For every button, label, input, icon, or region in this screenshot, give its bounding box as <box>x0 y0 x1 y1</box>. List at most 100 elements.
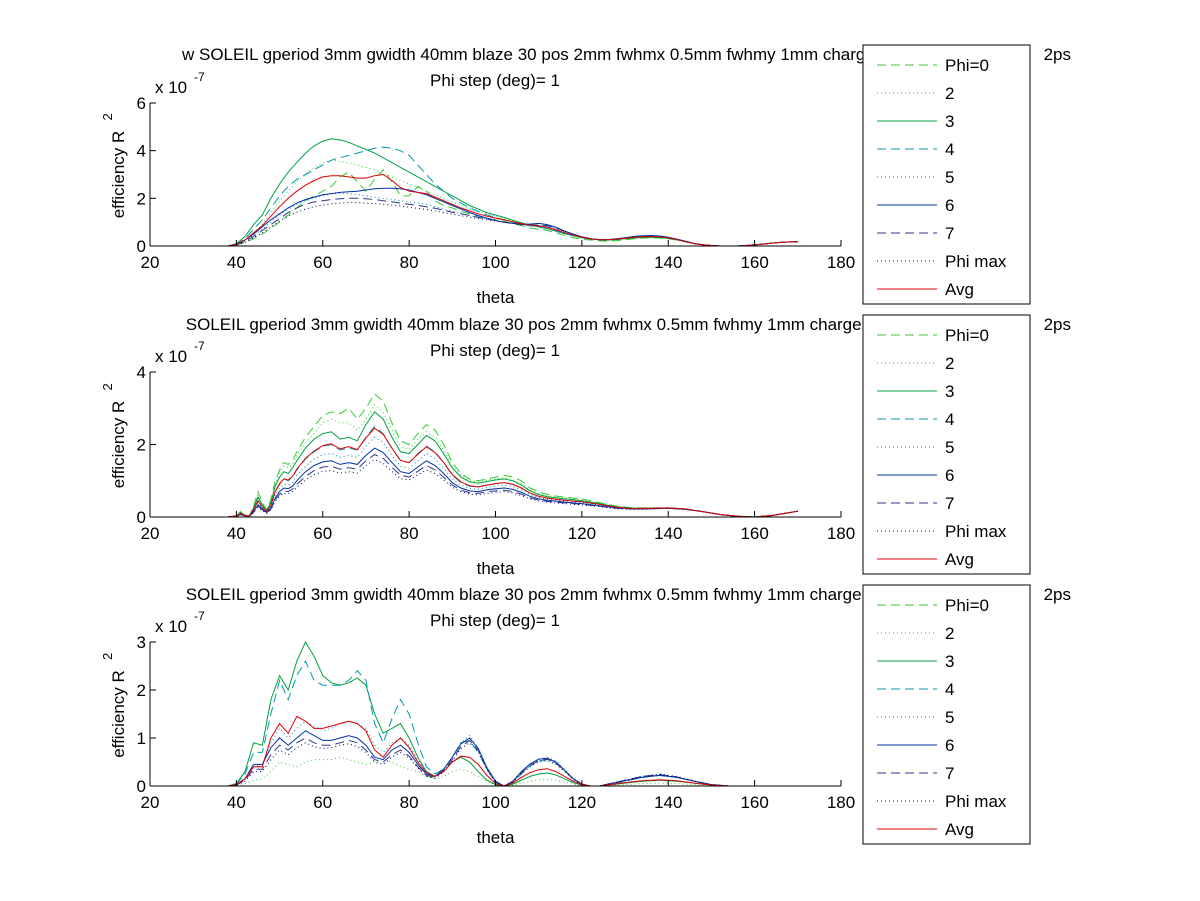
x-axis-label: theta <box>477 288 515 307</box>
legend-entry-label: 3 <box>945 112 954 131</box>
x-tick-label: 100 <box>481 253 509 272</box>
series-line-3 <box>193 640 798 787</box>
y-tick-label: 0 <box>137 777 146 796</box>
y-tick-label: 2 <box>137 436 146 455</box>
y-axis-label: efficiency R <box>109 401 128 489</box>
series-line-7 <box>193 454 798 518</box>
x-tick-label: 60 <box>313 524 332 543</box>
legend-entry-label: 2 <box>945 354 954 373</box>
legend: Phi=0 2 3 4 5 6 7 Phi max Avg <box>862 584 1031 845</box>
y-axis-label-superscript: 2 <box>100 383 115 390</box>
legend: Phi=0 2 3 4 5 6 7 Phi max Avg <box>862 44 1031 305</box>
x-tick-label: 160 <box>740 253 768 272</box>
series-line-3 <box>193 411 798 518</box>
y-tick-label: 0 <box>137 508 146 527</box>
x-tick-label: 60 <box>313 253 332 272</box>
x-tick-label: 20 <box>141 793 160 812</box>
legend-entry-label: 6 <box>945 196 954 215</box>
series-line-6 <box>193 187 798 247</box>
x-tick-label: 20 <box>141 253 160 272</box>
chart-title: SOLEIL gperiod 3mm gwidth 40mm blaze 30 … <box>186 315 885 334</box>
legend-entry-label: 7 <box>945 764 954 783</box>
y-exponent-label: x 10 <box>155 78 187 97</box>
x-tick-label: 180 <box>827 793 855 812</box>
legend-entry-label: 6 <box>945 736 954 755</box>
legend-entry-label: Avg <box>945 280 974 299</box>
x-tick-label: 80 <box>400 253 419 272</box>
legend-box <box>862 44 1031 305</box>
legend-entry-label: 6 <box>945 466 954 485</box>
series-line-4 <box>193 146 798 247</box>
series-lines <box>193 138 798 247</box>
series-lines <box>193 393 798 518</box>
y-exponent-superscript: -7 <box>194 70 205 84</box>
legend-box <box>862 584 1031 845</box>
series-line-6 <box>193 730 798 787</box>
legend-entry-label: Phi=0 <box>945 326 989 345</box>
y-axis-label: efficiency R <box>109 131 128 219</box>
chart-title: SOLEIL gperiod 3mm gwidth 40mm blaze 30 … <box>186 585 885 604</box>
legend-entry-label: Avg <box>945 820 974 839</box>
y-exponent-superscript: -7 <box>194 609 205 623</box>
legend-box <box>862 314 1031 575</box>
legend-entry-label: Phi max <box>945 792 1007 811</box>
series-line-1 <box>193 393 798 518</box>
legend-entry-label: 4 <box>945 680 954 699</box>
chart-panel-1: w SOLEIL gperiod 3mm gwidth 40mm blaze 3… <box>100 44 1071 307</box>
y-tick-label: 2 <box>137 681 146 700</box>
x-tick-label: 140 <box>654 793 682 812</box>
legend-entry-label: 5 <box>945 168 954 187</box>
legend-entry-label: 2 <box>945 84 954 103</box>
x-axis-label: theta <box>477 828 515 847</box>
y-axis-label: efficiency R <box>109 670 128 758</box>
legend-entry-label: 5 <box>945 438 954 457</box>
legend: Phi=0 2 3 4 5 6 7 Phi max Avg <box>862 314 1031 575</box>
x-tick-label: 40 <box>227 253 246 272</box>
y-tick-label: 4 <box>137 142 146 161</box>
chart-title-tail: 2ps <box>1044 45 1071 64</box>
chart-subtitle: Phi step (deg)= 1 <box>430 611 560 630</box>
x-tick-label: 180 <box>827 524 855 543</box>
series-line-1 <box>193 168 798 247</box>
x-tick-label: 160 <box>740 524 768 543</box>
legend-entry-label: Phi max <box>945 252 1007 271</box>
series-line-4 <box>193 660 798 787</box>
x-tick-label: 100 <box>481 793 509 812</box>
x-tick-label: 40 <box>227 793 246 812</box>
y-tick-label: 0 <box>137 237 146 256</box>
y-tick-label: 1 <box>137 729 146 748</box>
legend-entry-label: 3 <box>945 382 954 401</box>
x-tick-label: 80 <box>400 524 419 543</box>
y-tick-label: 6 <box>137 94 146 113</box>
y-tick-label: 2 <box>137 189 146 208</box>
chart-title: w SOLEIL gperiod 3mm gwidth 40mm blaze 3… <box>181 45 889 64</box>
x-tick-label: 100 <box>481 524 509 543</box>
series-line-9 <box>193 173 798 247</box>
legend-entry-label: 4 <box>945 140 954 159</box>
y-exponent-label: x 10 <box>155 617 187 636</box>
series-lines <box>193 640 798 787</box>
y-tick-label: 3 <box>137 633 146 652</box>
x-tick-label: 140 <box>654 524 682 543</box>
x-tick-label: 180 <box>827 253 855 272</box>
chart-title-tail: 2ps <box>1044 585 1071 604</box>
legend-entry-label: 3 <box>945 652 954 671</box>
chart-subtitle: Phi step (deg)= 1 <box>430 71 560 90</box>
y-axis-label-superscript: 2 <box>100 113 115 120</box>
series-line-9 <box>193 715 798 787</box>
legend-entry-label: 7 <box>945 494 954 513</box>
chart-panel-3: SOLEIL gperiod 3mm gwidth 40mm blaze 30 … <box>100 584 1071 847</box>
x-tick-label: 120 <box>568 524 596 543</box>
y-axis-label-superscript: 2 <box>100 653 115 660</box>
series-line-8 <box>193 202 798 247</box>
series-line-2 <box>193 403 798 518</box>
x-tick-label: 120 <box>568 793 596 812</box>
series-line-7 <box>193 197 798 247</box>
x-tick-label: 40 <box>227 524 246 543</box>
x-tick-label: 20 <box>141 524 160 543</box>
series-line-8 <box>193 459 798 518</box>
x-axis-label: theta <box>477 559 515 578</box>
legend-entry-label: 4 <box>945 410 954 429</box>
series-line-7 <box>193 737 798 787</box>
